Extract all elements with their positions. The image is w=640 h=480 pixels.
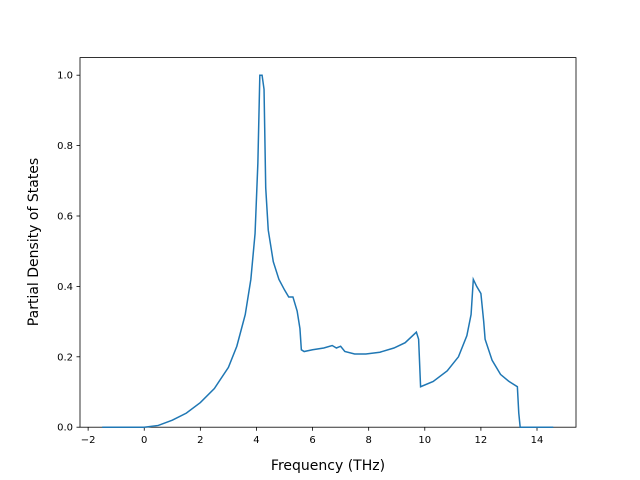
x-tick-label: 0 [141, 435, 147, 446]
x-tick-label: 4 [253, 435, 259, 446]
y-tick-label: 0.2 [57, 352, 73, 363]
x-tick-label: 2 [197, 435, 203, 446]
y-tick-label: 1.0 [57, 71, 73, 82]
x-tick-label: 8 [365, 435, 371, 446]
x-tick-label: 12 [475, 435, 488, 446]
y-axis-label: Partial Density of States [26, 158, 42, 326]
y-tick-label: 0.4 [57, 282, 73, 293]
axes-frame [79, 57, 577, 428]
x-tick-label: 10 [418, 435, 431, 446]
x-axis-label: Frequency (THz) [271, 458, 385, 474]
x-tick-label: 6 [309, 435, 315, 446]
data-line [102, 74, 554, 428]
y-tick-label: 0.0 [57, 423, 73, 434]
x-tick-label: −2 [81, 435, 96, 446]
x-tick-label: 14 [531, 435, 544, 446]
y-tick-label: 0.6 [57, 212, 73, 223]
y-tick-label: 0.8 [57, 141, 73, 152]
